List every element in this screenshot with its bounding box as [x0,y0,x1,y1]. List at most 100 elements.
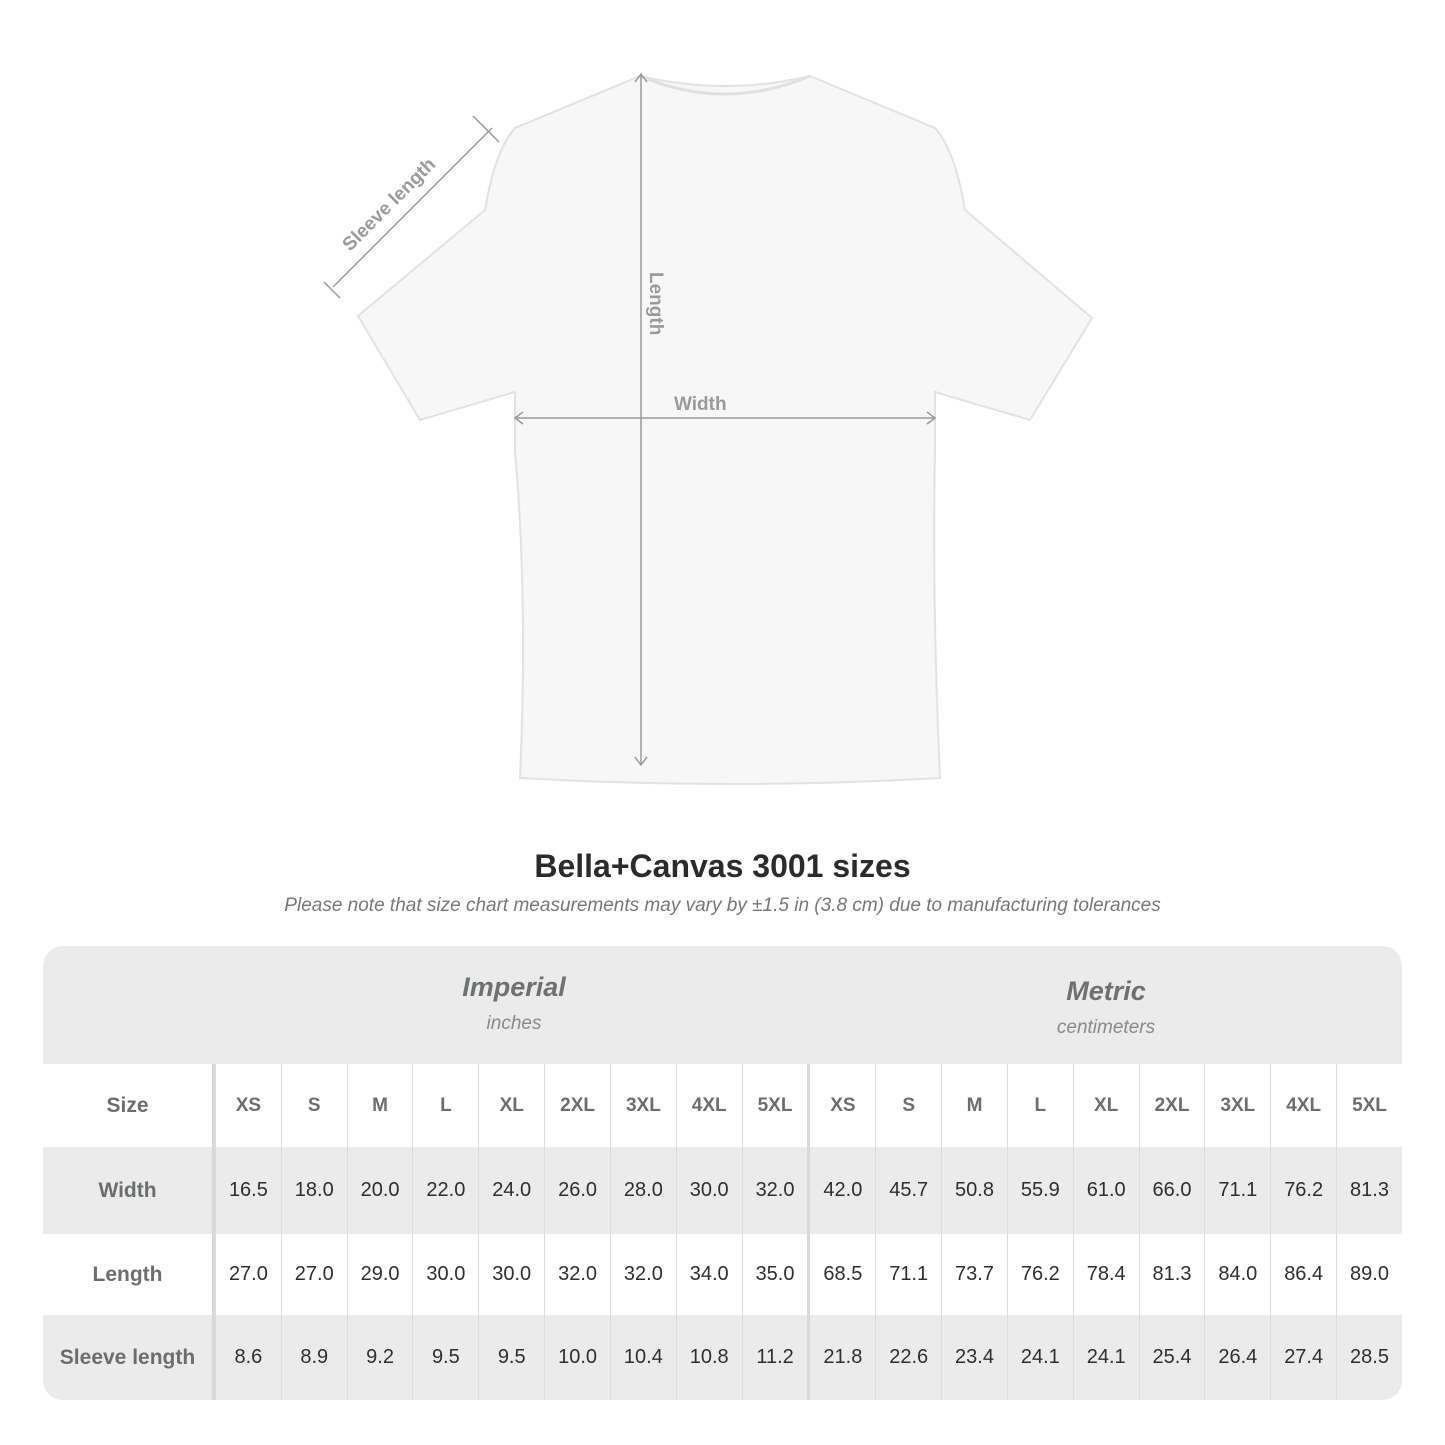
metric-cell: 55.9 [1006,1147,1073,1234]
metric-cell: 2XL [1138,1064,1205,1147]
metric-cell: 71.1 [875,1234,941,1315]
metric-cell: 89.0 [1336,1234,1402,1315]
metric-cell: 24.1 [1006,1315,1073,1400]
imperial-cell: 10.0 [544,1315,610,1400]
metric-cell: 81.3 [1138,1234,1205,1315]
sleeve-line [332,127,493,288]
size-row: Size XS S M L XL 2XL 3XL 4XL 5XL XS S M L XL 2XL 3XL 4XL 5… [43,1064,1402,1147]
imperial-cell: 16.5 [215,1147,281,1234]
imperial-cell: 26.0 [544,1147,610,1234]
imperial-cell: 29.0 [346,1234,413,1315]
page-title: Bella+Canvas 3001 sizes [534,848,911,884]
imperial-cell: L [412,1064,478,1147]
row-label: Sleeve length [43,1315,215,1400]
metric-cell: 22.6 [875,1315,941,1400]
metric-cell: 50.8 [941,1147,1007,1234]
metric-cell: 24.1 [1072,1315,1139,1400]
imperial-cell: 18.0 [280,1147,347,1234]
metric-cell: L [1006,1064,1073,1147]
imperial-cell: 30.0 [675,1147,742,1234]
row-label: Width [43,1147,215,1234]
metric-cell: 84.0 [1204,1234,1270,1315]
imperial-cell: 9.5 [412,1315,478,1400]
imperial-cell: 10.4 [609,1315,676,1400]
metric-cell: 5XL [1336,1064,1402,1147]
metric-cell: 45.7 [875,1147,941,1234]
metric-cell: 81.3 [1336,1147,1402,1234]
metric-cell: 25.4 [1138,1315,1205,1400]
metric-cell: S [875,1064,941,1147]
metric-cell: 68.5 [807,1234,875,1315]
metric-cell: 76.2 [1270,1147,1336,1234]
collar [639,74,811,96]
imperial-cell: 35.0 [741,1234,808,1315]
imperial-cell: 9.2 [346,1315,413,1400]
table-row: Length 27.0 27.0 29.0 30.0 30.0 32.0 32.0 34.0 35… [43,1234,1402,1315]
imperial-unit: inches [486,1013,542,1034]
width-label: Width [674,394,727,415]
imperial-cell: 28.0 [609,1147,676,1234]
imperial-cell: XS [215,1064,281,1147]
table-row: Sleeve length 8.6 8.9 9.2 9.5 9.5 10.0 10.4 10.8… [43,1315,1402,1400]
imperial-cell: XL [478,1064,544,1147]
imperial-cell: 10.8 [675,1315,742,1400]
sleeve-length-label: Sleeve length [339,154,440,255]
row-label: Size [43,1064,215,1147]
metric-cell: XS [807,1064,875,1147]
metric-cell: 71.1 [1204,1147,1270,1234]
imperial-cell: 24.0 [478,1147,544,1234]
metric-cell: XL [1072,1064,1139,1147]
imperial-cell: S [280,1064,347,1147]
imperial-cell: 32.0 [609,1234,676,1315]
imperial-cell: 9.5 [478,1315,544,1400]
metric-cell: 42.0 [807,1147,875,1234]
width-arrows [513,411,937,425]
tshirt-shape [356,74,1094,785]
tolerance-note: Please note that size chart measurements… [284,895,1161,916]
imperial-cell: 11.2 [741,1315,808,1400]
imperial-cell: 2XL [544,1064,610,1147]
metric-cell: 28.5 [1336,1315,1402,1400]
metric-cell: 78.4 [1072,1234,1139,1315]
tshirt-diagram: Sleeve length Length Width [323,72,1094,785]
metric-unit: centimeters [1056,1017,1156,1038]
metric-cell: 4XL [1270,1064,1336,1147]
imperial-cell: 32.0 [544,1234,610,1315]
length-label: Length [645,272,666,335]
imperial-title: Imperial [462,972,566,1002]
imperial-cell: 22.0 [412,1147,478,1234]
sleeve-end-ticks [323,115,500,299]
length-arrows [634,72,648,767]
imperial-cell: 5XL [741,1064,808,1147]
metric-cell: 76.2 [1006,1234,1073,1315]
imperial-cell: 8.6 [215,1315,281,1400]
metric-title: Metric [1066,976,1146,1006]
size-table: Imperial inches Metric centimeters Size X… [43,946,1402,1400]
imperial-cell: M [346,1064,413,1147]
metric-cell: 26.4 [1204,1315,1270,1400]
imperial-cell: 8.9 [280,1315,347,1400]
metric-header: Metric centimeters [810,946,1402,1094]
imperial-cell: 34.0 [675,1234,742,1315]
metric-cell: 86.4 [1270,1234,1336,1315]
imperial-cell: 30.0 [478,1234,544,1315]
metric-cell: 27.4 [1270,1315,1336,1400]
imperial-cell: 20.0 [346,1147,413,1234]
imperial-cell: 32.0 [741,1147,808,1234]
row-label: Length [43,1234,215,1315]
metric-cell: 21.8 [807,1315,875,1400]
imperial-cell: 27.0 [280,1234,347,1315]
table-row: Width 16.5 18.0 20.0 22.0 24.0 26.0 28.0 30.0 32.… [43,1147,1402,1234]
imperial-cell: 27.0 [215,1234,281,1315]
metric-cell: 73.7 [941,1234,1007,1315]
metric-cell: M [941,1064,1007,1147]
metric-cell: 3XL [1204,1064,1270,1147]
imperial-cell: 30.0 [412,1234,478,1315]
metric-cell: 66.0 [1138,1147,1205,1234]
imperial-cell: 4XL [675,1064,742,1147]
metric-cell: 23.4 [941,1315,1007,1400]
metric-cell: 61.0 [1072,1147,1139,1234]
imperial-header: Imperial inches [217,946,811,1090]
imperial-cell: 3XL [609,1064,676,1147]
